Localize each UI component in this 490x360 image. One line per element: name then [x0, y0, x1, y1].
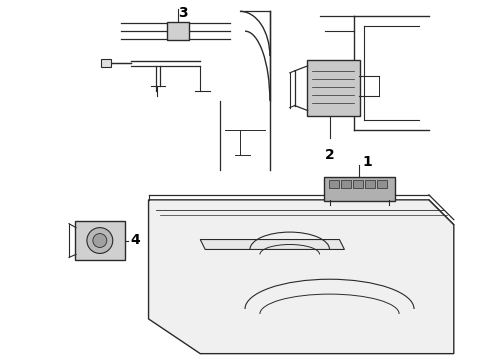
FancyBboxPatch shape: [168, 22, 189, 40]
FancyBboxPatch shape: [353, 180, 363, 188]
FancyBboxPatch shape: [307, 60, 360, 117]
Circle shape: [87, 228, 113, 253]
Polygon shape: [200, 239, 344, 249]
FancyBboxPatch shape: [341, 180, 351, 188]
FancyBboxPatch shape: [75, 221, 124, 260]
FancyBboxPatch shape: [323, 177, 395, 201]
FancyBboxPatch shape: [329, 180, 339, 188]
Text: 3: 3: [178, 6, 188, 21]
Polygon shape: [148, 200, 454, 354]
Circle shape: [93, 234, 107, 247]
FancyBboxPatch shape: [365, 180, 375, 188]
FancyBboxPatch shape: [377, 180, 387, 188]
Text: 4: 4: [131, 233, 141, 247]
Text: 2: 2: [325, 148, 334, 162]
Text: 1: 1: [363, 155, 372, 169]
FancyBboxPatch shape: [101, 59, 111, 67]
